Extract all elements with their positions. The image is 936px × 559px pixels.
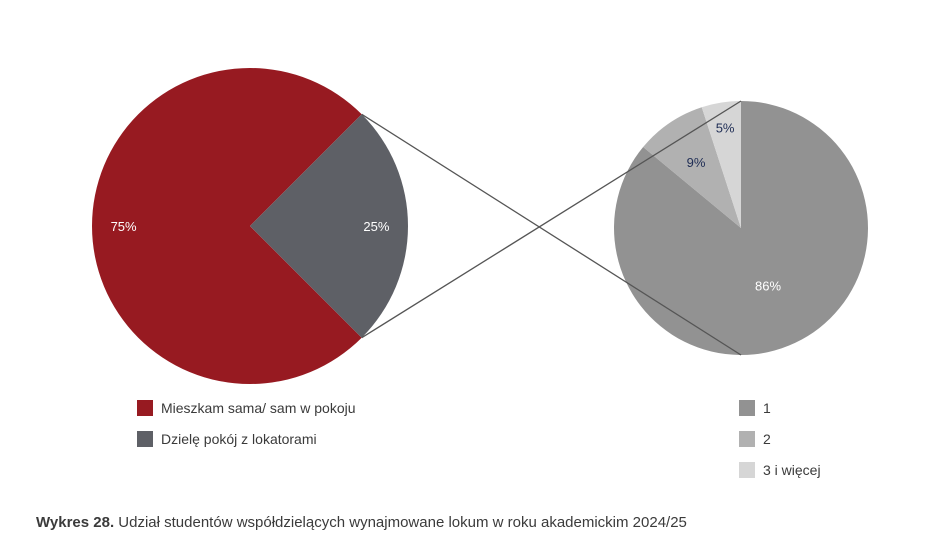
left-pie-data-label-dziele-pokoj-z-lokatorami: 25%	[363, 219, 389, 234]
legend-label: Dzielę pokój z lokatorami	[161, 431, 317, 447]
right-pie-legend-item-1: 1	[739, 398, 821, 418]
legend-label: Mieszkam sama/ sam w pokoju	[161, 400, 356, 416]
right-pie-slice-2	[643, 107, 741, 228]
left-pie-data-label-mieszkam-sama-sam-w-pokoju: 75%	[111, 219, 137, 234]
legend-swatch	[739, 400, 755, 416]
legend-label: 2	[763, 431, 771, 447]
left-pie-slice-mieszkam-sama-sam-w-pokoju	[92, 68, 362, 384]
right-pie-legend-item-3-i-wiecej: 3 i więcej	[739, 460, 821, 480]
left-pie-legend-item-mieszkam-sama-sam-w-pokoju: Mieszkam sama/ sam w pokoju	[137, 398, 356, 418]
right-pie-slice-1	[614, 101, 869, 355]
left-pie-slice-dziele-pokoj-z-lokatorami	[250, 114, 408, 338]
caption-prefix: Wykres 28.	[36, 514, 115, 531]
connector-line-bottom	[361, 113, 742, 356]
right-pie-legend: 1 2 3 i więcej	[739, 398, 821, 491]
left-pie-legend-item-dziele-pokoj-z-lokatorami: Dzielę pokój z lokatorami	[137, 429, 356, 449]
legend-label: 3 i więcej	[763, 462, 821, 478]
right-pie-data-label-2: 9%	[687, 155, 706, 170]
legend-swatch	[137, 431, 153, 447]
legend-swatch	[739, 462, 755, 478]
caption-text: Udział studentów współdzielących wynajmo…	[114, 514, 687, 531]
figure-caption: Wykres 28. Udział studentów współdzieląc…	[36, 514, 687, 531]
right-pie-data-label-1: 86%	[755, 278, 781, 293]
right-pie-slice-3-i-wiecej	[701, 101, 741, 228]
legend-swatch	[137, 400, 153, 416]
right-pie-data-label-3-i-wiecej: 5%	[716, 121, 735, 136]
legend-swatch	[739, 431, 755, 447]
legend-label: 1	[763, 400, 771, 416]
right-pie-legend-item-2: 2	[739, 429, 821, 449]
left-pie-legend: Mieszkam sama/ sam w pokoju Dzielę pokój …	[137, 398, 356, 460]
connector-line-top	[361, 100, 742, 339]
